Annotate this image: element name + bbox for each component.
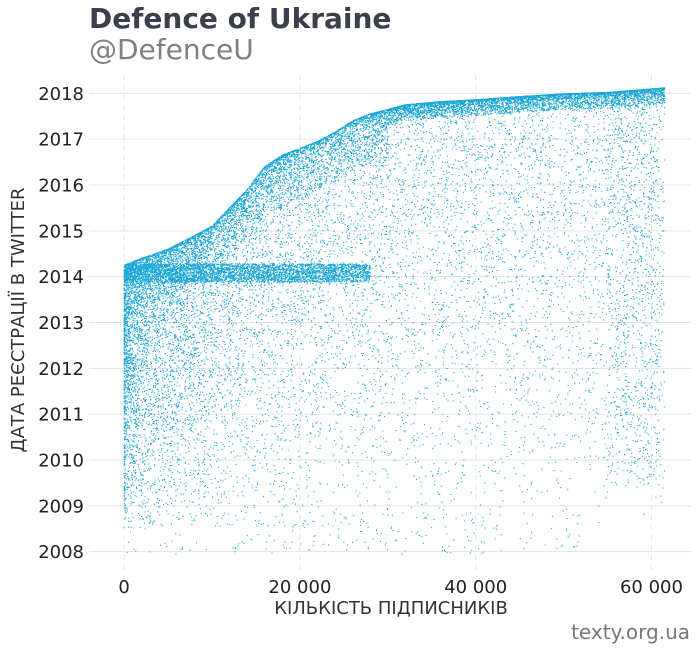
x-axis-label: КІЛЬКІСТЬ ПІДПИСНИКІВ bbox=[274, 598, 508, 619]
chart-title: Defence of Ukraine bbox=[89, 2, 392, 35]
y-tick-label: 2011 bbox=[38, 405, 84, 426]
y-tick-label: 2013 bbox=[38, 313, 84, 334]
chart-subtitle: @DefenceU bbox=[89, 33, 254, 66]
y-tick-label: 2017 bbox=[38, 130, 84, 151]
y-tick-label: 2008 bbox=[38, 542, 84, 563]
y-tick-label: 2012 bbox=[38, 359, 84, 380]
x-tick-label: 20 000 bbox=[268, 577, 331, 598]
x-tick-label: 40 000 bbox=[444, 577, 507, 598]
axis-ticks: 2008 2009 2010 2011 2012 2013 2014 2015 2016 2017… bbox=[38, 84, 683, 598]
y-axis-label: ДАТА РЕЄСТРАЦІЇ В TWITTER bbox=[8, 188, 29, 453]
source-caption: texty.org.ua bbox=[571, 620, 690, 644]
y-tick-label: 2016 bbox=[38, 176, 84, 197]
y-tick-label: 2015 bbox=[38, 221, 84, 242]
y-tick-label: 2014 bbox=[38, 267, 84, 288]
y-tick-label: 2009 bbox=[38, 496, 84, 517]
grid bbox=[89, 75, 691, 570]
y-tick-label: 2018 bbox=[38, 84, 84, 105]
follower-points bbox=[123, 87, 666, 555]
x-tick-label: 60 000 bbox=[620, 577, 683, 598]
y-tick-label: 2010 bbox=[38, 451, 84, 472]
x-tick-label: 0 bbox=[118, 577, 129, 598]
